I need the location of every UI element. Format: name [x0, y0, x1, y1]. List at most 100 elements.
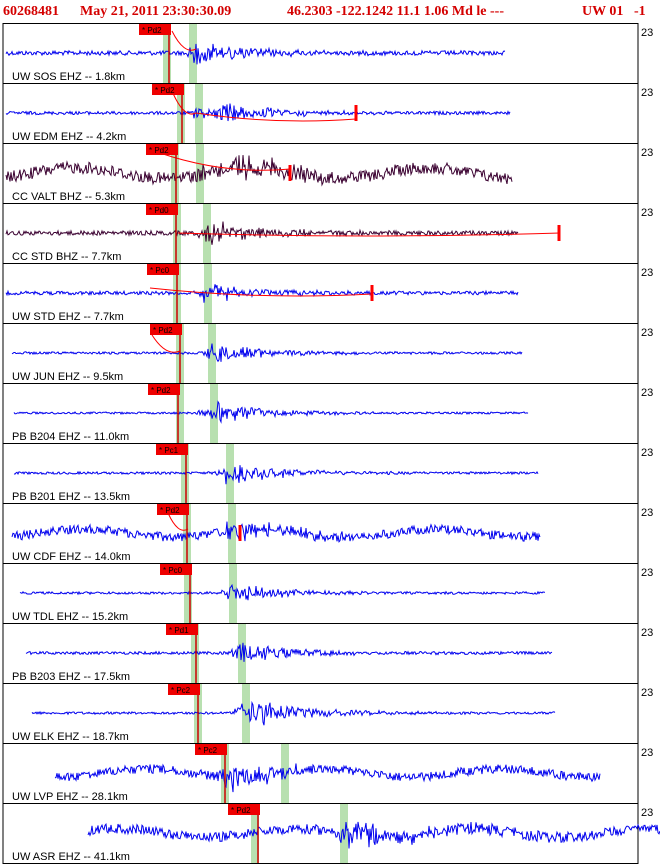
station-label: UW JUN EHZ -- 9.5km — [12, 371, 123, 383]
station-label: UW STD EHZ -- 7.7km — [12, 311, 124, 323]
panel-frame — [2, 743, 639, 804]
coda-end-marker[interactable] — [370, 285, 374, 301]
pick-label: * Pc2 — [171, 686, 191, 695]
waveform-trace — [87, 821, 660, 849]
pick-flag[interactable] — [195, 744, 227, 755]
panel-corner-label: 23 — [641, 627, 653, 639]
seismogram-panels: * Pd2 23 UW SOS EHZ -- 1.8km * Pd2 23 UW EDM … — [0, 23, 660, 866]
station-panel[interactable]: * Pd2 23 PB B204 EHZ -- 11.0km — [2, 383, 653, 444]
station-label: CC VALT BHZ -- 5.3km — [12, 191, 125, 203]
coda-end-marker[interactable] — [354, 105, 358, 121]
station-label: UW TDL EHZ -- 15.2km — [12, 611, 128, 623]
pick-flag[interactable] — [168, 684, 200, 695]
station-panel[interactable]: * Pc2 23 UW LVP EHZ -- 28.1km — [2, 743, 653, 804]
station-panel[interactable]: * Pd2 23 UW ASR EHZ -- 41.1km — [2, 803, 660, 864]
pick-label: * Pd2 — [231, 806, 251, 815]
panel-corner-label: 23 — [641, 387, 653, 399]
window-band — [171, 144, 179, 203]
waveform-trace — [5, 221, 519, 245]
panel-corner-label: 23 — [641, 747, 653, 759]
pick-flag[interactable] — [148, 384, 180, 395]
station-label: UW LVP EHZ -- 28.1km — [12, 791, 128, 803]
window-band — [228, 504, 236, 563]
coda-fit-line — [159, 152, 291, 171]
event-datetime: May 21, 2011 23:30:30.09 — [80, 4, 232, 19]
pick-flag[interactable] — [228, 804, 260, 815]
event-location: 46.2303 -122.1242 11.1 1.06 Md le --- — [287, 4, 504, 19]
pick-label: * Pd1 — [169, 626, 189, 635]
window-band — [340, 804, 348, 863]
pick-flag[interactable] — [160, 564, 192, 575]
pick-flag[interactable] — [166, 624, 198, 635]
window-band — [229, 564, 237, 623]
panel-corner-label: 23 — [641, 687, 653, 699]
coda-end-marker[interactable] — [557, 225, 561, 241]
pick-label: * Pc0 — [163, 566, 183, 575]
panel-corner-label: 23 — [641, 507, 653, 519]
window-band — [208, 324, 216, 383]
station-label: UW CDF EHZ -- 14.0km — [12, 551, 131, 563]
station-panel[interactable]: * Pc2 23 UW ELK EHZ -- 18.7km — [2, 683, 653, 744]
coda-end-marker[interactable] — [238, 525, 242, 541]
station-panel[interactable]: * Pc0 23 UW TDL EHZ -- 15.2km — [2, 563, 653, 624]
pick-flag[interactable] — [156, 444, 188, 455]
pick-label: * Pd2 — [160, 506, 180, 515]
coda-fit-line — [195, 112, 357, 122]
station-label: UW ASR EHZ -- 41.1km — [12, 851, 130, 863]
pick-flag[interactable] — [150, 324, 182, 335]
coda-fit-line — [177, 232, 561, 237]
waveform-trace — [13, 465, 539, 485]
event-network: UW 01 — [582, 4, 624, 19]
station-label: PB B204 EHZ -- 11.0km — [12, 431, 129, 443]
pick-flag[interactable] — [152, 84, 184, 95]
panel-corner-label: 23 — [641, 807, 653, 819]
pick-flag[interactable] — [147, 264, 179, 275]
station-panel[interactable]: * Pd2 23 UW EDM EHZ -- 4.2km — [2, 83, 653, 144]
coda-fit-line — [171, 30, 197, 51]
station-panel[interactable]: * Pc1 23 PB B201 EHZ -- 13.5km — [2, 443, 653, 504]
panel-corner-label: 23 — [641, 447, 653, 459]
station-label: UW ELK EHZ -- 18.7km — [12, 731, 129, 743]
panel-corner-label: 23 — [641, 147, 653, 159]
waveform-trace — [5, 284, 519, 303]
pick-label: * Pd2 — [153, 326, 173, 335]
waveform-trace — [31, 700, 556, 726]
waveform-trace — [13, 400, 529, 424]
station-panel[interactable]: * Pd2 23 UW JUN EHZ -- 9.5km — [2, 323, 653, 384]
window-band — [163, 24, 171, 83]
station-panel[interactable]: * Pd2 23 UW CDF EHZ -- 14.0km — [2, 503, 653, 564]
pick-label: * Pd2 — [142, 26, 162, 35]
panel-corner-label: 23 — [641, 87, 653, 99]
pick-flag[interactable] — [146, 144, 178, 155]
event-header: 60268481 May 21, 2011 23:30:30.09 46.230… — [0, 0, 660, 24]
coda-fit-line — [151, 334, 181, 353]
waveform-trace — [5, 103, 511, 122]
station-panel[interactable]: * Pd0 23 CC STD BHZ -- 7.7km — [2, 203, 653, 264]
window-band — [226, 444, 234, 503]
station-panel[interactable]: * Pd1 23 PB B203 EHZ -- 17.5km — [2, 623, 653, 684]
station-label: UW EDM EHZ -- 4.2km — [12, 131, 126, 143]
station-label: CC STD BHZ -- 7.7km — [12, 251, 121, 263]
station-label: PB B201 EHZ -- 13.5km — [12, 491, 130, 503]
pick-label: * Pd2 — [155, 86, 175, 95]
waveform-trace — [25, 642, 553, 662]
pick-flag[interactable] — [146, 204, 178, 215]
pick-label: * Pc2 — [198, 746, 218, 755]
pick-flag[interactable] — [157, 504, 189, 515]
station-label: PB B203 EHZ -- 17.5km — [12, 671, 130, 683]
pick-label: * Pd2 — [149, 146, 169, 155]
waveform-trace — [5, 155, 513, 187]
waveform-trace — [54, 763, 601, 793]
panel-corner-label: 23 — [641, 207, 653, 219]
pick-label: * Pd0 — [149, 206, 169, 215]
station-panel[interactable]: * Pc0 23 UW STD EHZ -- 7.7km — [2, 263, 653, 324]
waveform-trace — [19, 583, 545, 601]
pick-flag[interactable] — [139, 24, 171, 35]
waveform-trace — [11, 343, 523, 363]
station-panel[interactable]: * Pd2 23 UW SOS EHZ -- 1.8km — [2, 23, 653, 84]
seismogram-canvas: * Pd2 23 UW SOS EHZ -- 1.8km * Pd2 23 UW EDM … — [2, 23, 660, 864]
station-panel[interactable]: * Pd2 23 CC VALT BHZ -- 5.3km — [2, 143, 653, 204]
event-trailing: -1 — [634, 4, 646, 19]
coda-end-marker[interactable] — [288, 165, 292, 181]
window-band — [176, 384, 184, 443]
